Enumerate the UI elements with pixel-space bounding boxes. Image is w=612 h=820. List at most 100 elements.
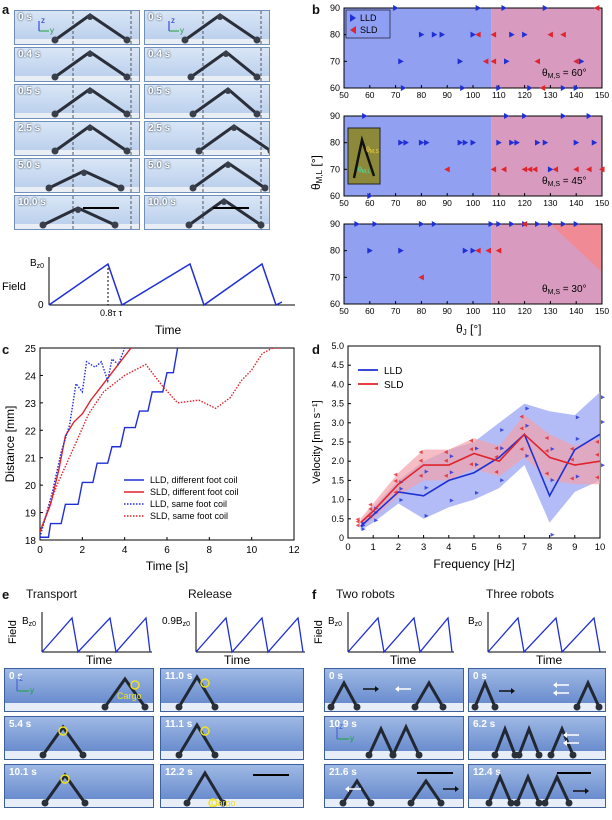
frame-timestamp: 10.0 s xyxy=(148,197,176,208)
x-tick-label: 10 xyxy=(246,545,258,556)
sample-point xyxy=(595,452,599,457)
data-point xyxy=(418,139,425,146)
floor xyxy=(15,224,139,229)
panel-e-photo: 5.4 s xyxy=(4,716,154,760)
data-point xyxy=(573,85,580,91)
x-tick-label: 150 xyxy=(595,90,609,100)
robot-drawing xyxy=(189,85,262,118)
robot-joint xyxy=(87,14,93,20)
cargo-marker xyxy=(200,726,210,736)
panel-a-frame: 10.0 s xyxy=(144,195,270,230)
robot-foot xyxy=(51,147,59,155)
photo-timestamp: 6.2 s xyxy=(473,719,496,730)
robot-foot xyxy=(123,147,131,155)
frame-timestamp: 0 s xyxy=(18,12,32,23)
data-point xyxy=(367,247,373,254)
confidence-band xyxy=(360,415,600,527)
y-tick-label: 2.0 xyxy=(331,456,344,466)
robot-drawing xyxy=(187,48,262,81)
x-tick-label: 6 xyxy=(164,545,170,556)
data-point xyxy=(460,85,466,91)
x-tick-label: 8 xyxy=(547,542,552,553)
robot-body xyxy=(487,773,513,804)
sample-point xyxy=(449,498,454,503)
frame-timestamp: 5.0 s xyxy=(148,160,171,171)
robot-foot xyxy=(253,110,261,118)
panel-f-photo: 12.4 s xyxy=(468,764,606,808)
robot-body xyxy=(515,773,541,804)
frame-timestamp: 0.4 s xyxy=(148,49,171,60)
x-tick-label: 120 xyxy=(518,198,532,208)
robot-foot xyxy=(569,751,577,759)
panel-c-letter: c xyxy=(2,342,10,357)
data-point xyxy=(488,221,495,227)
y-tick-label: 0.5 xyxy=(331,514,344,524)
sample-point xyxy=(469,438,473,443)
floor xyxy=(145,76,269,81)
x-tick-label: 0 xyxy=(37,545,43,556)
data-point xyxy=(504,113,510,119)
robot-body xyxy=(103,676,147,708)
sample-point xyxy=(601,419,605,424)
robot-body xyxy=(517,724,541,756)
photo-drawing xyxy=(175,674,219,711)
axis-z-label: z xyxy=(171,16,175,25)
x-tick-label: 0 xyxy=(345,542,350,553)
robot-foot xyxy=(189,110,197,118)
x-axis-label: Time [s] xyxy=(146,559,188,573)
panel-a-frame: 5.0 s xyxy=(144,158,270,193)
panel-f-photo: 21.6 s xyxy=(324,764,464,808)
robot-foot xyxy=(51,110,59,118)
robot-foot xyxy=(261,184,269,192)
x-tick-label: 2 xyxy=(80,545,86,556)
floor xyxy=(145,150,269,155)
frame-timestamp: 0.5 s xyxy=(18,86,41,97)
robot-foot xyxy=(573,703,581,711)
robot-foot xyxy=(181,36,189,44)
theta: θ xyxy=(542,284,548,295)
sample-point xyxy=(393,472,398,477)
panel-f-field-plots: Field Bz0 Time Bz0 Time xyxy=(313,612,606,666)
robot-foot xyxy=(101,703,109,711)
x-tick-label: 110 xyxy=(492,198,506,208)
f-bz-right: Bz0 xyxy=(468,616,482,628)
data-point xyxy=(509,31,515,38)
sample-point xyxy=(525,406,530,411)
floor xyxy=(15,187,139,192)
data-point xyxy=(599,166,605,173)
photo-timestamp: 10.1 s xyxy=(9,767,37,778)
data-point xyxy=(521,166,528,173)
robot-foot xyxy=(51,73,59,81)
robot-foot xyxy=(541,799,549,807)
sample-point xyxy=(475,462,479,467)
y-axis-label: Velocity [mm s⁻¹] xyxy=(311,400,323,483)
panel-e-photo: 11.0 s xyxy=(160,668,304,712)
x-tick-label: 1 xyxy=(371,542,376,553)
robot-foot xyxy=(547,751,555,759)
data-point xyxy=(496,139,502,146)
data-point xyxy=(403,139,409,146)
legend-sld-marker xyxy=(350,26,356,34)
photo-drawing xyxy=(471,679,603,711)
photo-timestamp: 21.6 s xyxy=(329,767,357,778)
sample-point xyxy=(418,458,423,463)
data-point xyxy=(560,85,567,91)
robot-joint xyxy=(75,207,81,213)
sample-point xyxy=(469,447,473,452)
f-right-sawtooth xyxy=(487,616,601,654)
sample-point xyxy=(449,454,454,459)
robot-foot xyxy=(535,751,543,759)
frame-timestamp: 2.5 s xyxy=(148,123,171,134)
photo-drawing xyxy=(327,679,447,711)
robot-foot xyxy=(257,221,265,229)
data-point xyxy=(586,113,593,119)
data-point xyxy=(439,31,446,38)
x-tick-label: 2 xyxy=(396,542,401,553)
robot-foot xyxy=(187,73,195,81)
theta-sub: M,S xyxy=(548,73,561,80)
arrow-head xyxy=(345,786,349,792)
data-point xyxy=(521,221,528,227)
data-point xyxy=(398,58,404,65)
